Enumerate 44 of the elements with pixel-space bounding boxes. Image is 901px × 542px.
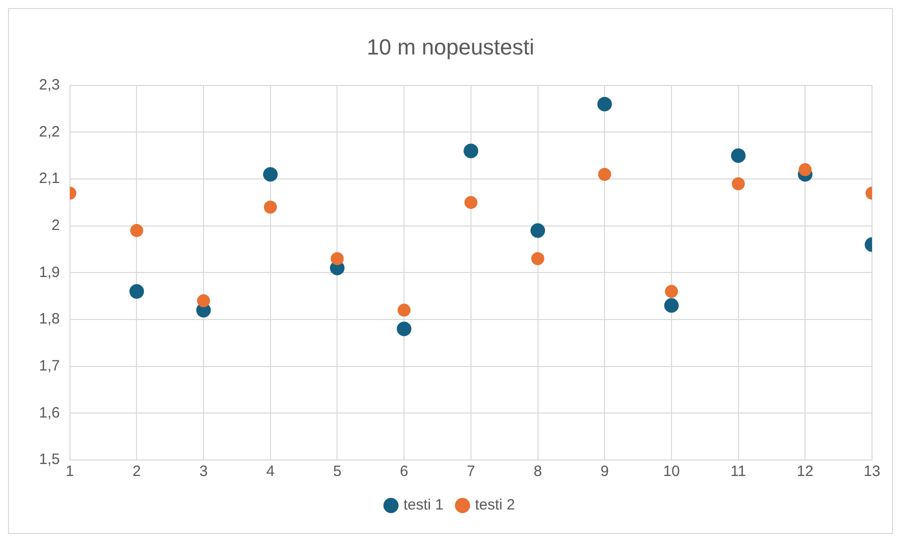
point [464, 196, 478, 209]
point [197, 294, 210, 308]
point [130, 224, 144, 238]
point [598, 168, 612, 181]
x-tick-label: 2 [132, 463, 141, 480]
x-tick-label: 3 [199, 463, 208, 480]
point [398, 304, 411, 317]
y-tick-label: 2,2 [38, 123, 60, 140]
x-tick-label: 5 [333, 463, 342, 480]
y-tick-label: 1,5 [38, 451, 60, 468]
x-tick-label: 12 [796, 463, 814, 480]
chart-title: 10 m nopeustesti [366, 34, 534, 60]
point [798, 163, 812, 176]
point [464, 144, 478, 158]
point [129, 284, 144, 299]
point [530, 223, 546, 238]
y-tick-label: 1,8 [38, 310, 60, 328]
point [330, 252, 344, 266]
y-tick-label: 2,1 [38, 170, 60, 188]
point [531, 252, 544, 266]
x-tick-label: 13 [864, 463, 880, 480]
x-tick-label: 6 [400, 463, 408, 480]
x-tick-label: 4 [266, 463, 275, 480]
point [664, 284, 678, 298]
y-tick-label: 1,7 [38, 357, 60, 374]
point [264, 200, 277, 214]
y-tick-label: 1,6 [38, 404, 60, 422]
y-tick-label: 2 [52, 217, 60, 234]
legend-label: testi 2 [475, 496, 516, 514]
x-tick-label: 9 [600, 463, 609, 480]
point [664, 298, 679, 313]
point [731, 148, 746, 163]
x-tick-label: 8 [534, 463, 542, 480]
legend-label: testi 1 [403, 496, 444, 514]
point [396, 322, 412, 336]
x-tick-label: 1 [66, 463, 74, 480]
x-tick-label: 11 [730, 463, 746, 480]
x-tick-label: 7 [466, 463, 476, 480]
point [732, 177, 745, 190]
y-tick-label: 2,3 [38, 76, 60, 94]
point [597, 96, 612, 112]
x-tick-label: 10 [663, 463, 680, 480]
y-tick-label: 1,9 [38, 264, 60, 281]
point [263, 167, 278, 182]
